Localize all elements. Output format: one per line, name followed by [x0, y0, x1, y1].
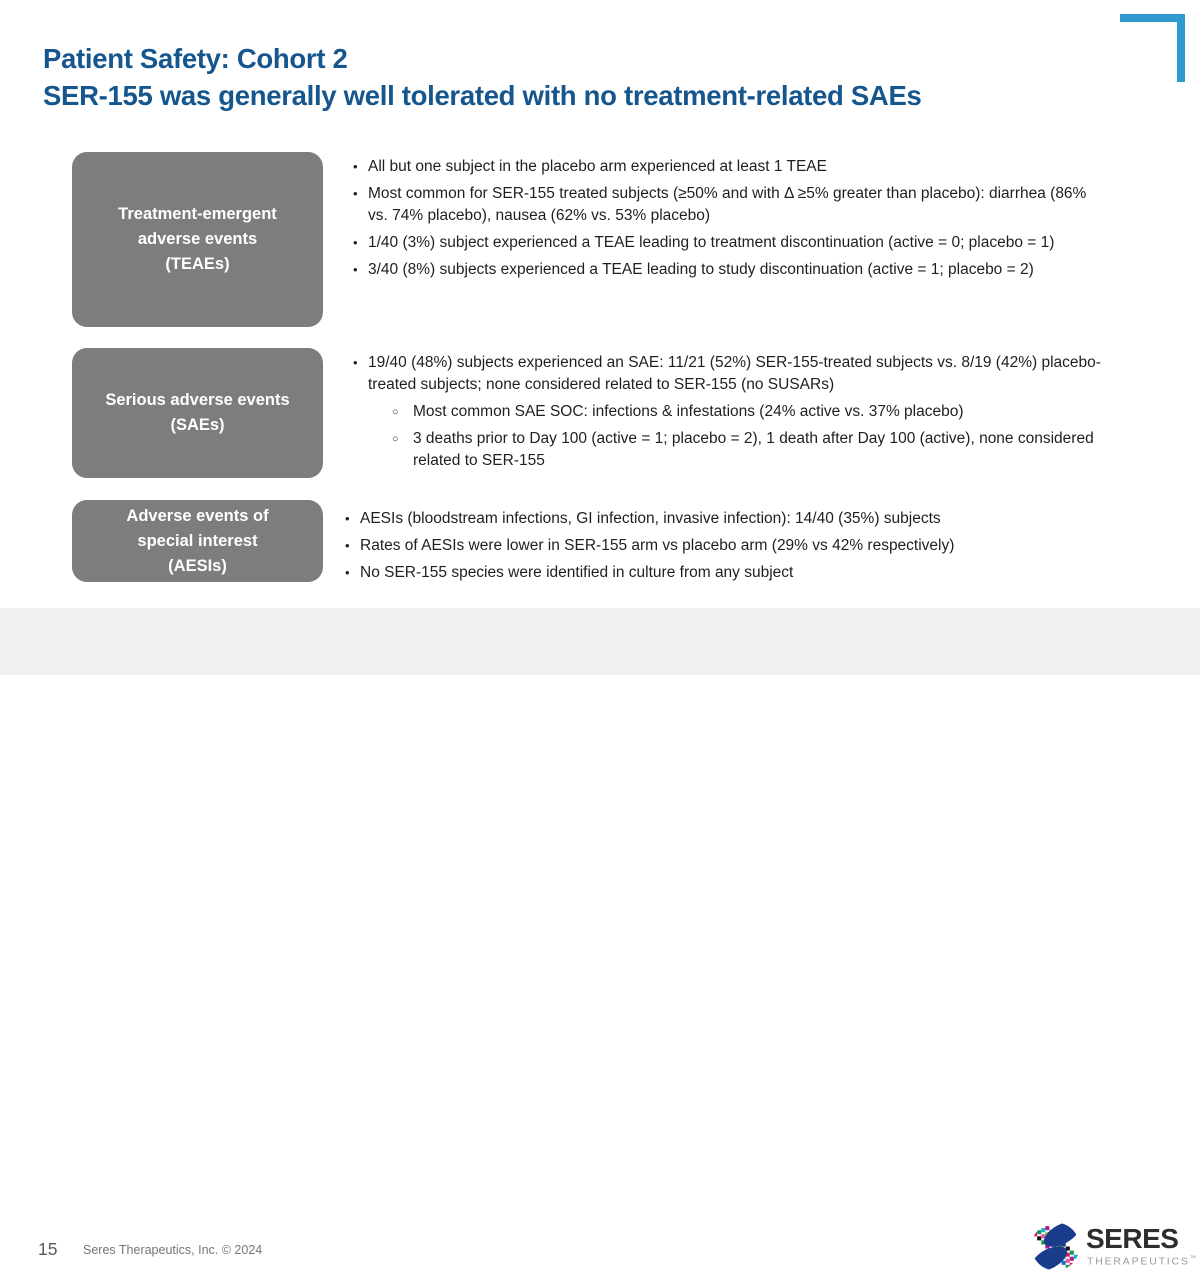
bullet-text: All but one subject in the placebo arm e…: [368, 158, 827, 175]
aesis-bullet-list: • AESIs (bloodstream infections, GI infe…: [345, 508, 1105, 584]
trademark-symbol: ™: [1189, 1255, 1197, 1262]
box-label-line: special interest: [137, 531, 258, 550]
bullet-dot-icon: •: [353, 235, 358, 250]
box-label-line: (TEAEs): [165, 255, 230, 273]
bullet-item: • Most common for SER-155 treated subjec…: [345, 183, 1105, 227]
box-label-line: Adverse events of: [126, 506, 269, 525]
page-number: 15: [38, 1239, 58, 1259]
bullet-circle-icon: ○: [392, 433, 399, 445]
bullet-text: 3/40 (8%) subjects experienced a TEAE le…: [368, 261, 1034, 278]
bullet-item: • 19/40 (48%) subjects experienced an SA…: [345, 352, 1105, 396]
bullet-item: • AESIs (bloodstream infections, GI infe…: [345, 508, 1105, 530]
seres-globe-icon: [1031, 1222, 1080, 1271]
bullet-dot-icon: •: [353, 262, 358, 277]
bullet-text: Most common SAE SOC: infections & infest…: [413, 403, 964, 420]
title-line-2: SER-155 was generally well tolerated wit…: [43, 80, 922, 111]
sub-bullet-item: ○ 3 deaths prior to Day 100 (active = 1;…: [345, 428, 1105, 472]
aesis-label-box: Adverse events of special interest (AESI…: [72, 500, 323, 582]
saes-label-box: Serious adverse events (SAEs): [72, 348, 323, 478]
bullet-dot-icon: •: [345, 511, 350, 526]
logo-subtext: THERAPEUTICS™: [1087, 1255, 1196, 1268]
bullet-text: 1/40 (3%) subject experienced a TEAE lea…: [368, 234, 1055, 251]
saes-bullet-list: • 19/40 (48%) subjects experienced an SA…: [345, 352, 1105, 472]
corner-bracket-icon: [1177, 14, 1185, 82]
box-label-line: (SAEs): [170, 416, 225, 434]
bullet-text: Most common for SER-155 treated subjects…: [368, 185, 1087, 224]
logo-wordmark: SERES: [1086, 1223, 1179, 1254]
sub-bullet-item: ○ Most common SAE SOC: infections & infe…: [345, 401, 1105, 423]
copyright-text: Seres Therapeutics, Inc. © 2024: [83, 1243, 263, 1257]
bullet-item: • 1/40 (3%) subject experienced a TEAE l…: [345, 232, 1105, 254]
slide-title: Patient Safety: Cohort 2 SER-155 was gen…: [43, 40, 1163, 114]
logo-subtext-label: THERAPEUTICS: [1087, 1255, 1190, 1268]
box-label-line: Serious adverse events: [105, 391, 290, 409]
title-line-1: Patient Safety: Cohort 2: [43, 43, 348, 74]
bullet-dot-icon: •: [345, 538, 350, 553]
corner-bracket-icon: [1120, 14, 1185, 22]
slide: Patient Safety: Cohort 2 SER-155 was gen…: [0, 14, 1200, 1271]
bullet-dot-icon: •: [345, 565, 350, 580]
bullet-dot-icon: •: [353, 159, 358, 174]
bullet-text: 3 deaths prior to Day 100 (active = 1; p…: [413, 430, 1094, 469]
box-label-line: Treatment-emergent: [118, 205, 277, 223]
bullet-circle-icon: ○: [392, 406, 399, 418]
bullet-text: 19/40 (48%) subjects experienced an SAE:…: [368, 354, 1101, 393]
footer: 15 Seres Therapeutics, Inc. © 2024: [0, 608, 1200, 1271]
teaes-label-box: Treatment-emergent adverse events (TEAEs…: [72, 152, 323, 327]
bullet-dot-icon: •: [353, 186, 358, 201]
bullet-text: Rates of AESIs were lower in SER-155 arm…: [360, 537, 955, 554]
bullet-item: • 3/40 (8%) subjects experienced a TEAE …: [345, 259, 1105, 281]
bullet-item: • No SER-155 species were identified in …: [345, 562, 1105, 584]
seres-logo: SERES THERAPEUTICS™: [1031, 1221, 1196, 1273]
teaes-bullet-list: • All but one subject in the placebo arm…: [345, 156, 1105, 281]
bullet-dot-icon: •: [353, 355, 358, 370]
bullet-item: • All but one subject in the placebo arm…: [345, 156, 1105, 178]
box-label-line: adverse events: [137, 230, 258, 248]
box-label-line: (AESIs): [168, 556, 227, 575]
bullet-item: • Rates of AESIs were lower in SER-155 a…: [345, 535, 1105, 557]
bullet-text: No SER-155 species were identified in cu…: [360, 564, 794, 581]
bullet-text: AESIs (bloodstream infections, GI infect…: [360, 510, 941, 527]
